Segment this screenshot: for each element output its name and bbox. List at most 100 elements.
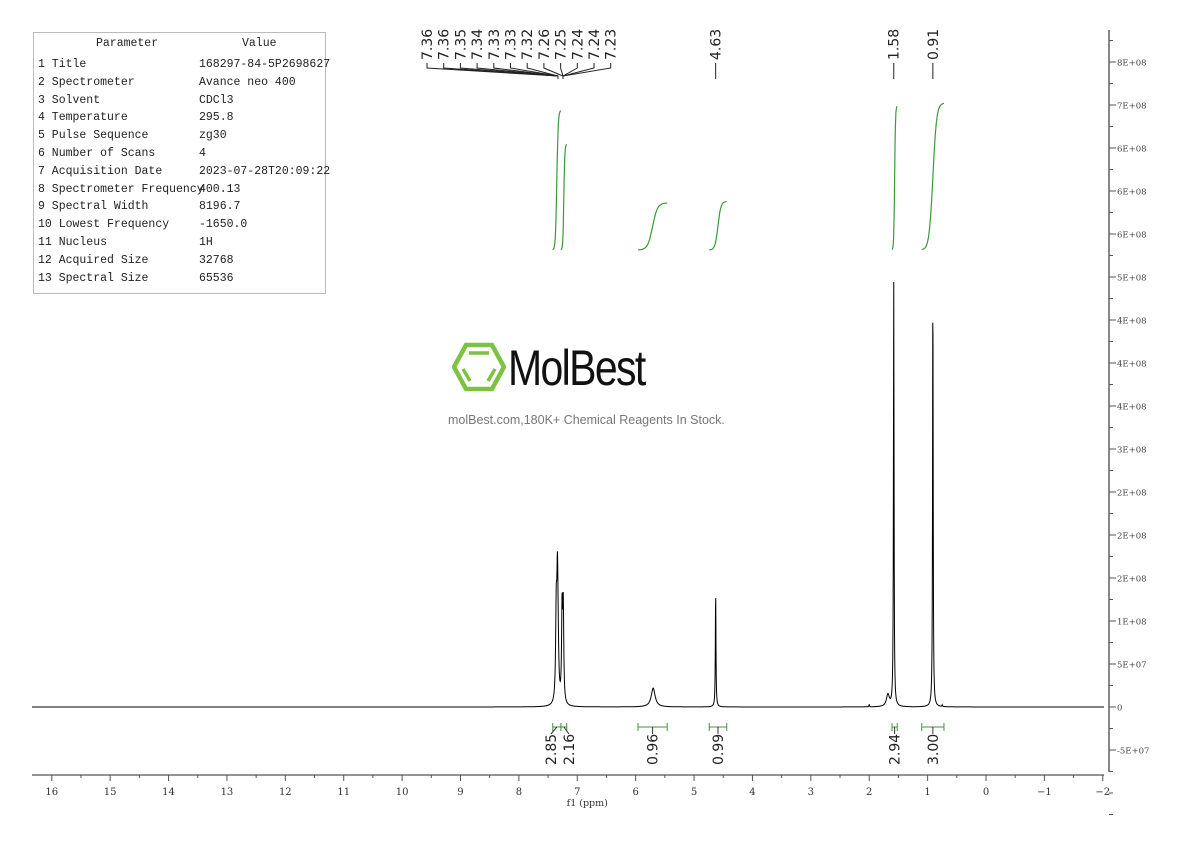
peak-label-connector — [526, 63, 559, 79]
peak-label: 7.24 — [570, 29, 586, 60]
peak-label: 7.36 — [420, 29, 436, 60]
x-tick-label: 7 — [574, 787, 580, 798]
param-value: 2023-07-28T20:09:22 — [199, 164, 331, 178]
param-name: 10 Lowest Frequency — [38, 218, 170, 232]
param-name: 5 Pulse Sequence — [38, 129, 149, 143]
table-row: 5 Pulse Sequence zg30 — [34, 127, 325, 145]
table-row: 10 Lowest Frequency -1650.0 — [34, 216, 325, 234]
y-tick-label: 5E+08 — [1117, 274, 1147, 284]
param-value: 65536 — [199, 271, 234, 285]
param-name: 3 Solvent — [38, 93, 101, 107]
watermark-text: molBest.com,180K+ Chemical Reagents In S… — [448, 413, 725, 427]
peak-label: 7.26 — [537, 29, 553, 60]
x-tick-label: 6 — [632, 787, 638, 798]
x-tick-label: 8 — [516, 787, 522, 798]
integral-label: 0.96 — [646, 734, 662, 765]
y-tick-label: 8E+08 — [1117, 59, 1147, 69]
peak-label-connector — [562, 63, 612, 79]
x-tick-label: 0 — [983, 787, 989, 798]
x-tick-label: 2 — [866, 787, 872, 798]
integral-label: 2.94 — [888, 734, 904, 765]
integral-curve — [891, 105, 898, 251]
x-axis-title: f1 (ppm) — [567, 798, 608, 809]
integral-leader — [550, 726, 558, 735]
x-tick-label: 9 — [457, 787, 463, 798]
peak-label-connector — [562, 63, 595, 79]
integral-label: 2.85 — [544, 734, 560, 765]
param-value: Avance neo 400 — [199, 75, 296, 89]
table-row: 13 Spectral Size 65536 — [34, 270, 325, 288]
integral-label: 3.00 — [926, 734, 942, 765]
integral-leader — [563, 726, 570, 735]
param-name: 13 Spectral Size — [38, 271, 149, 285]
table-header: Parameter Value — [34, 35, 325, 53]
param-value: 168297-84-5P2698627 — [199, 58, 331, 71]
y-tick-label: 2E+08 — [1117, 575, 1147, 585]
param-value: 1H — [199, 236, 213, 249]
peak-label-connector — [562, 63, 578, 79]
table-row: 2 Spectrometer Avance neo 400 — [34, 74, 325, 92]
header-parameter: Parameter — [96, 37, 159, 50]
param-name: 6 Number of Scans — [38, 147, 156, 160]
y-tick-label: 2E+08 — [1117, 532, 1147, 542]
x-tick-label: 10 — [396, 787, 409, 798]
table-row: 7 Acquisition Date 2023-07-28T20:09:22 — [34, 163, 330, 181]
y-tick-label: 2E+08 — [1117, 489, 1147, 499]
peak-label: 7.35 — [453, 29, 469, 60]
y-tick-label: 7E+08 — [1117, 102, 1147, 112]
y-tick-label: 3E+08 — [1117, 446, 1147, 456]
peak-label: 0.91 — [926, 29, 942, 60]
peak-label: 7.33 — [487, 29, 503, 60]
peak-label: 7.23 — [604, 29, 620, 60]
integral-curve — [637, 202, 668, 251]
x-tick-label: −1 — [1037, 787, 1052, 798]
peak-label: 7.34 — [470, 29, 486, 60]
x-tick-label: 5 — [691, 787, 697, 798]
peak-label: 7.24 — [587, 29, 603, 60]
peak-label: 7.25 — [554, 29, 570, 60]
param-value: 32768 — [199, 253, 234, 267]
header-value: Value — [242, 37, 277, 50]
param-name: 8 Spectrometer Frequency — [38, 182, 204, 196]
y-tick-label: 1E+08 — [1117, 618, 1147, 628]
param-value: 400.13 — [199, 182, 241, 196]
y-tick-label: 4E+08 — [1117, 360, 1147, 370]
param-name: 9 Spectral Width — [38, 200, 149, 214]
table-row: 12 Acquired Size 32768 — [34, 252, 325, 270]
param-name: 1 Title — [38, 58, 87, 71]
spectrum-line — [32, 281, 1104, 708]
param-value: 295.8 — [199, 111, 234, 125]
table-row: 6 Number of Scans 4 — [34, 145, 325, 163]
peak-label: 4.63 — [709, 29, 725, 60]
y-tick-label: -5E+07 — [1117, 747, 1149, 757]
peak-label: 1.58 — [887, 29, 903, 60]
x-tick-label: 1 — [924, 787, 930, 798]
param-name: 12 Acquired Size — [38, 253, 149, 267]
param-name: 11 Nucleus — [38, 236, 108, 249]
x-tick-label: 16 — [45, 787, 58, 798]
param-value: CDCl3 — [199, 93, 234, 107]
integral-curve — [552, 110, 562, 251]
integral-curve — [709, 201, 727, 251]
x-tick-label: 14 — [162, 787, 175, 798]
table-row: 9 Spectral Width 8196.7 — [34, 198, 325, 216]
param-name: 7 Acquisition Date — [38, 164, 163, 178]
table-row: 3 Solvent CDCl3 — [34, 92, 325, 110]
param-value: 8196.7 — [199, 200, 241, 214]
x-tick-label: 13 — [221, 787, 234, 798]
peak-label: 7.33 — [504, 29, 520, 60]
peak-label: 7.36 — [437, 29, 453, 60]
x-tick-label: 12 — [279, 787, 292, 798]
table-row: 11 Nucleus 1H — [34, 234, 325, 252]
peak-label: 7.32 — [520, 29, 536, 60]
table-row: 8 Spectrometer Frequency 400.13 — [34, 181, 325, 199]
parameter-table: Parameter Value 1 Title 168297-84-5P26986… — [33, 32, 330, 294]
molbest-logo-icon — [451, 342, 507, 396]
integral-curve — [921, 102, 945, 251]
param-name: 2 Spectrometer — [38, 75, 135, 89]
x-tick-label: 3 — [808, 787, 814, 798]
param-value: zg30 — [199, 129, 227, 143]
param-value: -1650.0 — [199, 218, 248, 232]
y-tick-label: 4E+08 — [1117, 403, 1147, 413]
table-row: 4 Temperature 295.8 — [34, 109, 325, 127]
